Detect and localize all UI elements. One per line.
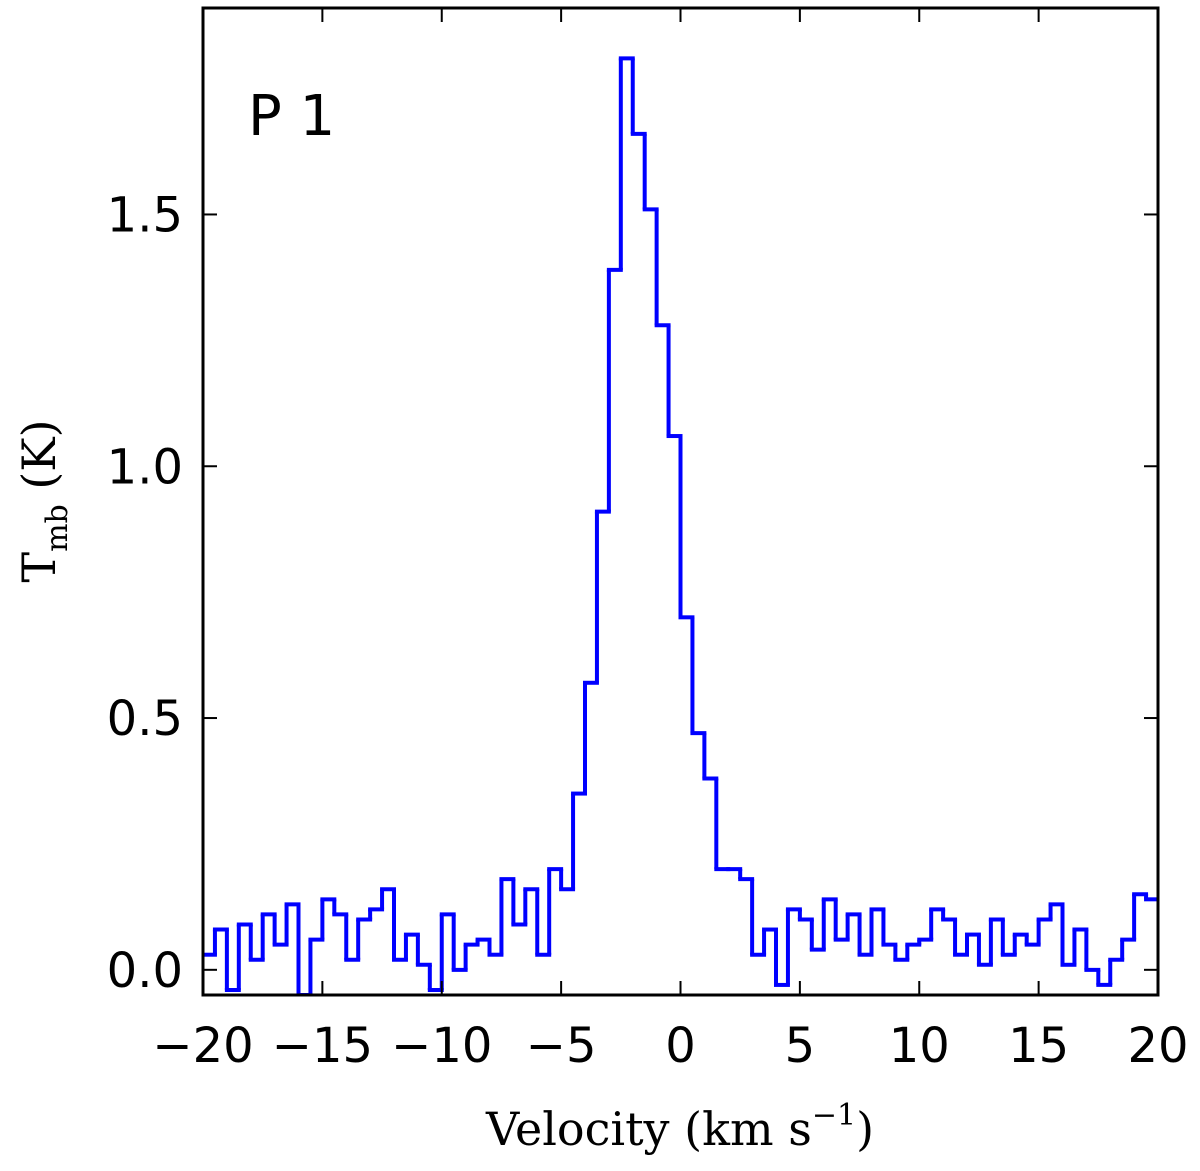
- step-connector: [212, 58, 1149, 995]
- y-axis-label: Tmb (K): [12, 419, 75, 582]
- x-tick-label: −20: [152, 1018, 253, 1074]
- y-tick-label: 0.5: [107, 691, 183, 747]
- y-tick-label: 0.0: [107, 943, 183, 999]
- x-axis-label: Velocity (km s−1): [485, 1098, 874, 1156]
- x-label-main: Velocity (km s: [485, 1102, 812, 1156]
- x-label-sup: −1: [812, 1098, 856, 1133]
- y-tick-label: 1.5: [107, 187, 183, 243]
- y-label-main: T: [12, 552, 66, 583]
- y-label-end: (K): [12, 419, 66, 504]
- x-tick-label: 10: [889, 1018, 950, 1074]
- x-tick-label: 15: [1008, 1018, 1069, 1074]
- annotation: P 1: [248, 84, 335, 149]
- x-tick-label: 0: [665, 1018, 696, 1074]
- x-tick-label: 20: [1127, 1018, 1188, 1074]
- x-tick-label: 5: [785, 1018, 816, 1074]
- y-tick-label: 1.0: [107, 439, 183, 495]
- y-label-sub: mb: [40, 504, 75, 552]
- x-tick-label: −5: [526, 1018, 597, 1074]
- x-label-end: ): [856, 1102, 874, 1156]
- plot-area: [203, 56, 1158, 995]
- x-tick-label: −15: [272, 1018, 373, 1074]
- x-tick-label: −10: [391, 1018, 492, 1074]
